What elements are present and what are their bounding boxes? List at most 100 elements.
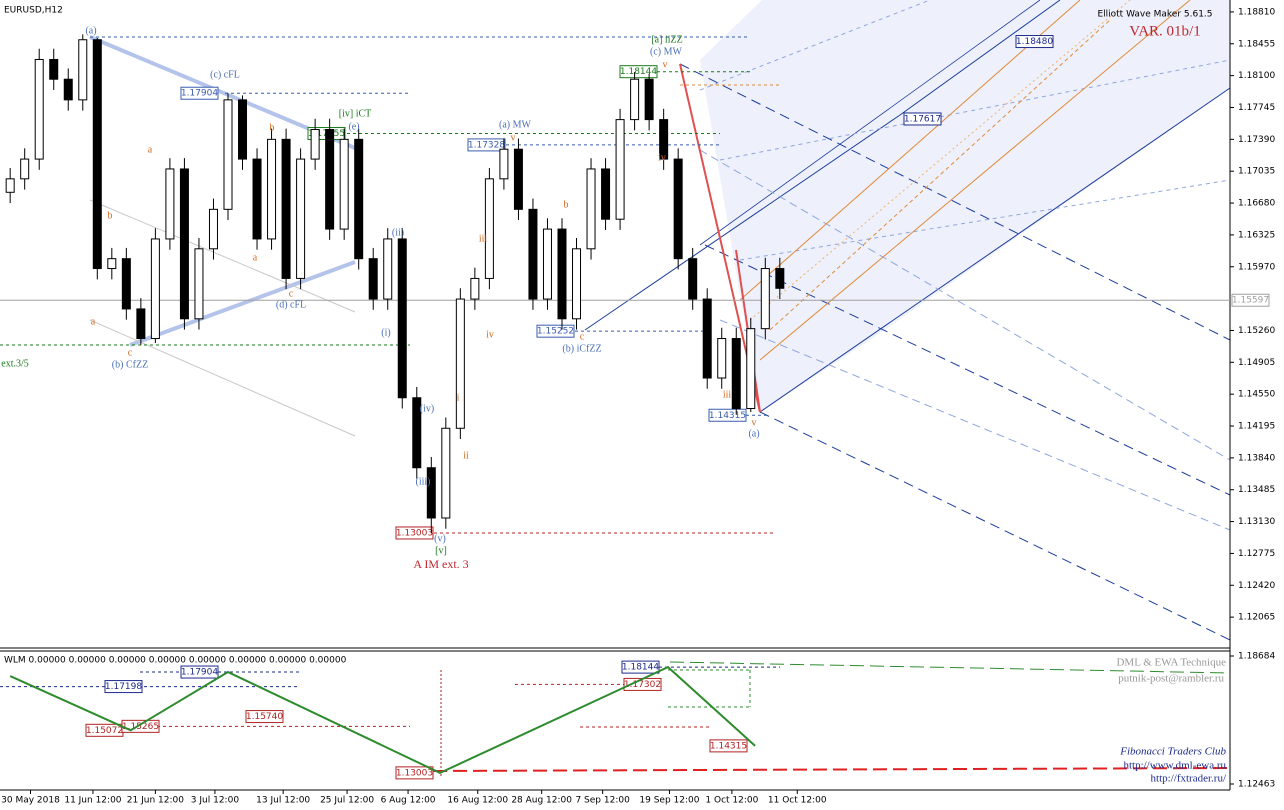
candle-body [484,178,494,279]
wave-label: (v) [434,533,446,544]
level-label: 1.13003 [396,528,433,538]
candle-body [586,168,596,250]
wave-label: (d) cFL [276,299,306,310]
wave-label: (b) CfZZ [112,359,148,370]
level-label: 1.17904 [181,89,218,99]
candle-body [49,58,59,80]
level-box [536,324,575,338]
candle-body [572,248,582,320]
candle-body [688,258,698,300]
wave-label: (e) [348,121,359,132]
level-label: 1.15072 [86,726,123,736]
indicator-title: WLM 0.00000 0.00000 0.00000 0.00000 0.00… [4,656,347,666]
candle-body [296,158,306,279]
candle-body [223,99,233,210]
level-box [619,65,658,79]
y-tick-label: 1.17390 [1238,135,1275,145]
wave-label: c [289,288,294,299]
zigzag-line [9,665,756,774]
watermark: VAR. 01b/1 [1129,23,1200,39]
candle-body [426,467,436,519]
note: putnik-post@rambler.ru [1118,673,1224,685]
wave-label: (iii) [416,476,431,487]
level-box [245,710,284,724]
wave-label: (c) MW [650,46,682,57]
candle-body [150,238,160,340]
y-tick-label: 1.12463 [1238,779,1275,789]
candle-body [673,158,683,260]
candle-body [601,168,611,220]
level-box [467,138,506,152]
y-tick-label: 1.16680 [1238,199,1275,209]
wave-label: ext.3/5 [1,358,29,369]
wave-label: (i) [381,327,390,338]
x-tick-label: 7 Sep 12:00 [575,796,630,806]
candle-body [310,128,320,160]
candle-body [499,148,509,180]
candle-body [615,119,625,220]
note: http://fxtrader.ru/ [1151,773,1227,785]
wave-label: (b) iCfZZ [562,343,601,354]
wave-label: (a) [748,428,759,439]
candle-body [397,238,407,399]
wave-label: [iv] iCT [339,108,372,119]
y-tick-label: 1.18100 [1238,71,1275,81]
level-label: 1.14315 [709,411,746,421]
wave-label: A IM ext. 3 [413,557,468,571]
x-tick-label: 21 Jun 12:00 [127,796,184,806]
candle-body [557,228,567,320]
candle-body [5,178,15,193]
y-tick-label: 1.13130 [1238,517,1275,527]
level-box [180,86,219,100]
wave-label: (c) cFL [210,69,240,80]
candle-body [20,158,30,180]
candle-body [412,397,422,469]
candle-body [325,128,335,230]
candle-body [542,228,552,300]
wave-label: (a) [85,25,96,36]
level-label: 1.13003 [396,768,433,778]
candle-body [528,208,538,300]
candle-body [339,138,349,230]
candle-body [208,208,218,250]
level-box [621,660,660,674]
candle-body [455,298,465,429]
wave-label: a [91,316,96,327]
y-tick-label: 1.17745 [1238,103,1275,113]
x-tick-label: 19 Sep 12:00 [639,796,699,806]
candle-body [630,78,640,121]
level-box [180,665,219,679]
candle-body [368,258,378,300]
candle-body [165,168,175,240]
wave-label: b [108,210,113,221]
wave-label: (ii) [392,227,404,238]
candle-body [659,119,669,160]
level-label: 1.18144 [622,663,659,673]
candle-body [644,78,654,121]
level-label: 1.18480 [1016,37,1053,47]
candle-body [136,308,146,340]
y-tick-label: 1.17035 [1238,167,1275,177]
x-tick-label: 30 May 2018 [1,796,60,806]
y-tick-label: 1.18684 [1238,651,1275,661]
candle-body [107,258,117,270]
x-tick-label: 11 Jun 12:00 [64,796,121,806]
level-box [395,766,434,780]
wave-label: iii [723,389,732,400]
candle-body [267,138,277,240]
candle-body [441,427,451,519]
indicator-name: Elliott Wave Maker 5.61.5 [1097,10,1212,20]
level-box [395,526,434,540]
chart-title: EURUSD,H12 [4,6,63,16]
wave-label: a [253,252,258,263]
note: http://www.dml-ewa.ru [1123,760,1226,772]
wave-label: [a] iiZZ [651,34,682,45]
wave-label: a [148,144,153,155]
candle-body [513,148,523,210]
wave-label: b [270,122,275,133]
decorations [0,0,1231,791]
candle-body [63,78,73,101]
wave-label: v [511,132,516,143]
candle-body [194,248,204,320]
